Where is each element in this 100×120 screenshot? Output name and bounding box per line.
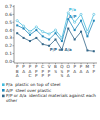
x-tick-label: BS — [54, 64, 57, 73]
annotation: P/P or A/a — [50, 47, 72, 52]
point — [55, 38, 57, 40]
y-tick-label: 0.2 — [5, 43, 12, 48]
point — [29, 31, 31, 33]
point — [29, 40, 31, 42]
legend-entry: A/P steel over plastic — [6, 88, 52, 93]
point — [48, 38, 50, 40]
point — [48, 33, 50, 35]
point — [22, 25, 24, 27]
x-tick-label: PA — [22, 64, 25, 73]
legend-swatch — [2, 95, 5, 98]
legend-swatch — [2, 89, 5, 92]
y-tick-label: 0.7 — [5, 4, 12, 9]
y-tick — [13, 30, 15, 31]
point — [35, 26, 37, 28]
point — [93, 13, 95, 15]
point — [42, 31, 44, 33]
y-tick-label: 0.6 — [5, 12, 12, 17]
point — [16, 20, 18, 22]
point — [42, 43, 44, 45]
y-tick — [13, 61, 15, 62]
x-tick-label: PA — [80, 64, 83, 73]
point — [74, 38, 76, 40]
series-line — [17, 13, 94, 38]
y-axis — [14, 5, 15, 63]
legend-swatch — [2, 83, 5, 86]
x-tick-label: PPP — [35, 64, 38, 78]
y-tick — [13, 6, 15, 7]
point — [42, 35, 44, 37]
x-tick-label: PA — [73, 64, 76, 73]
point — [54, 29, 56, 31]
y-tick-label: 0.1 — [5, 51, 12, 56]
y-tick-label: 0.4 — [5, 28, 12, 33]
point — [16, 24, 18, 26]
point — [86, 49, 88, 51]
y-tick-label: 0.3 — [5, 35, 12, 40]
annotation: A/P — [69, 14, 77, 19]
point — [55, 32, 57, 34]
y-tick-label: 0.0 — [5, 59, 12, 64]
legend-entry: P/a plastic on top of steel — [6, 82, 60, 87]
y-tick-label: 0.5 — [5, 20, 12, 25]
point — [23, 37, 25, 39]
point — [80, 13, 82, 15]
x-tick-label: CPP — [41, 64, 44, 78]
y-tick — [13, 45, 15, 46]
point — [80, 31, 82, 33]
point — [35, 37, 37, 39]
point — [74, 21, 76, 23]
y-tick — [13, 14, 15, 15]
point — [93, 50, 95, 52]
point — [16, 32, 18, 34]
point — [35, 29, 37, 31]
legend-entry: P/P or A/a identical materials against e… — [6, 93, 96, 103]
plot-area — [16, 12, 95, 53]
y-tick — [13, 37, 15, 38]
point — [93, 20, 95, 22]
point — [29, 34, 31, 36]
point — [61, 40, 63, 42]
point — [86, 31, 88, 33]
series-line — [17, 19, 94, 41]
x-tick-label: QSS — [60, 64, 64, 78]
point — [74, 29, 76, 31]
point — [23, 28, 25, 30]
point — [86, 35, 88, 37]
annotation: P/a — [69, 7, 76, 12]
x-tick-label: PBA — [16, 64, 19, 78]
y-tick — [13, 22, 15, 23]
x-tick-label: OPA — [67, 64, 71, 78]
x-tick-label: VPP — [48, 64, 51, 78]
y-tick — [13, 53, 15, 54]
point — [67, 28, 69, 30]
point — [80, 20, 82, 22]
x-tick-label: MA — [86, 64, 90, 73]
chart: 0.00.10.20.30.40.50.60.7PBAPAPACPPPCPPVP… — [0, 0, 100, 120]
x-tick-label: PAC — [28, 64, 31, 78]
series-line — [17, 29, 94, 52]
x-tick-label: TP — [92, 64, 96, 73]
